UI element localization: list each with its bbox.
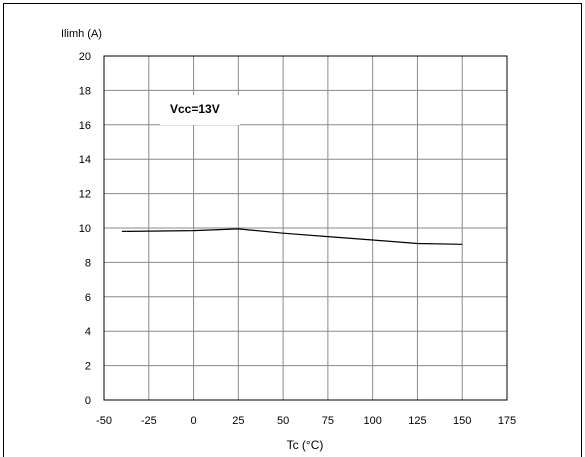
series-line: [121, 228, 463, 245]
x-tick-label: -50: [96, 415, 112, 427]
y-tick-label: 8: [85, 257, 91, 269]
annotation-background: [160, 95, 240, 125]
y-tick-labels: 0 2 4 6 8 10 12 14 16 18 20: [79, 51, 91, 407]
y-axis-label: Ilimh (A): [61, 28, 102, 40]
plot-border: [103, 55, 508, 401]
y-tick-label: 12: [79, 189, 91, 201]
x-tick-labels: -50 -25 0 25 50 75 100 125 150 175: [96, 415, 516, 427]
series-layer: [121, 228, 463, 245]
y-tick-label: 0: [85, 395, 91, 407]
x-tick-label: 0: [190, 415, 196, 427]
axes: [103, 55, 508, 401]
y-tick-label: 18: [79, 85, 91, 97]
outer-border: [3, 3, 582, 457]
x-tick-label: 50: [277, 415, 289, 427]
y-tick-label: 6: [85, 292, 91, 304]
x-tick-label: 125: [408, 415, 426, 427]
annotation-label: Vcc=13V: [170, 102, 220, 116]
x-axis-label: Tc (°C): [287, 438, 324, 452]
y-tick-label: 2: [85, 361, 91, 373]
y-tick-label: 4: [85, 326, 91, 338]
x-tick-label: 100: [363, 415, 381, 427]
y-tick-label: 16: [79, 120, 91, 132]
x-tick-label: 75: [322, 415, 334, 427]
y-tick-label: 20: [79, 51, 91, 63]
y-tick-label: 10: [79, 223, 91, 235]
x-tick-label: 150: [453, 415, 471, 427]
x-tick-label: 25: [232, 415, 244, 427]
y-tick-label: 14: [79, 154, 91, 166]
x-tick-label: -25: [141, 415, 157, 427]
x-tick-label: 175: [498, 415, 516, 427]
